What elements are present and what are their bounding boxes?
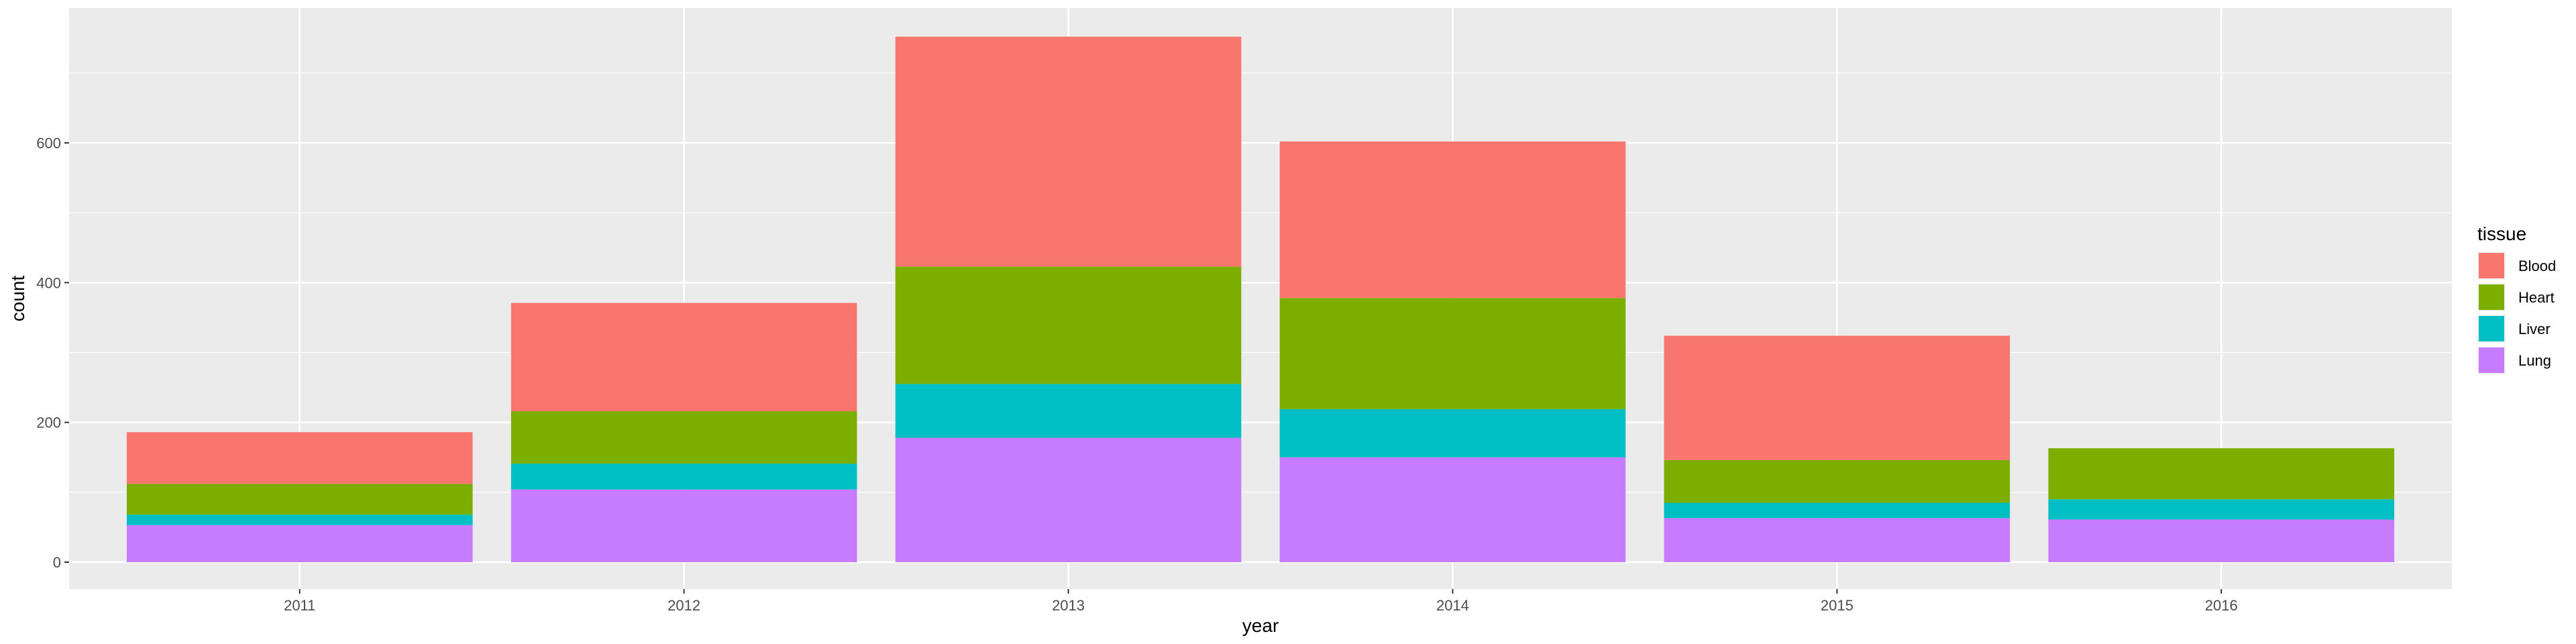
bar-segment-blood-2015 xyxy=(1664,335,2010,460)
bar-segment-liver-2012 xyxy=(511,464,857,490)
y-axis-title: count xyxy=(7,276,28,322)
bar-segment-liver-2016 xyxy=(2048,499,2395,520)
bar-segment-lung-2015 xyxy=(1664,518,2010,562)
bar-segment-lung-2012 xyxy=(511,489,857,562)
bar-segment-liver-2014 xyxy=(1279,409,1626,458)
bar-segment-lung-2011 xyxy=(126,525,473,562)
bar-segment-heart-2016 xyxy=(2048,448,2395,500)
bar-segment-lung-2013 xyxy=(895,437,1242,562)
bar-segment-liver-2011 xyxy=(126,515,473,525)
legend-label-blood: Blood xyxy=(2518,258,2556,274)
x-tick-label: 2012 xyxy=(667,597,700,614)
x-tick-label: 2014 xyxy=(1436,597,1469,614)
bar-segment-heart-2012 xyxy=(511,411,857,464)
legend-swatch-liver xyxy=(2479,316,2504,341)
y-tick-label: 200 xyxy=(36,415,61,431)
y-tick-label: 400 xyxy=(36,274,61,291)
bar-segment-liver-2013 xyxy=(895,384,1242,438)
legend-swatch-blood xyxy=(2479,253,2504,278)
bar-segment-blood-2012 xyxy=(511,303,857,411)
legend-swatch-heart xyxy=(2479,284,2504,310)
x-axis-title: year xyxy=(1242,615,1279,636)
legend: tissue Blood Heart Liver Lung xyxy=(2477,223,2556,374)
bar-segment-blood-2011 xyxy=(126,432,473,484)
bar-segment-lung-2016 xyxy=(2048,519,2395,562)
axes: 0 200 400 600 2011 2012 2013 2014 2015 2016 xyxy=(36,135,2237,614)
x-tick-label: 2016 xyxy=(2205,597,2238,614)
bar-segment-heart-2015 xyxy=(1664,460,2010,503)
bar-segment-heart-2011 xyxy=(126,484,473,515)
bars xyxy=(126,36,2395,562)
x-tick-label: 2015 xyxy=(1821,597,1854,614)
bar-segment-blood-2014 xyxy=(1279,141,1626,299)
legend-label-liver: Liver xyxy=(2518,321,2551,337)
bar-segment-heart-2014 xyxy=(1279,298,1626,409)
y-tick-label: 0 xyxy=(53,554,61,571)
x-tick-label: 2011 xyxy=(284,597,315,614)
legend-title: tissue xyxy=(2477,223,2526,244)
bar-segment-lung-2014 xyxy=(1279,457,1626,562)
legend-swatch-lung xyxy=(2479,347,2504,373)
bar-segment-blood-2013 xyxy=(895,36,1242,267)
bar-segment-heart-2013 xyxy=(895,266,1242,384)
legend-label-lung: Lung xyxy=(2518,352,2551,369)
x-tick-label: 2013 xyxy=(1052,597,1085,614)
bar-segment-liver-2015 xyxy=(1664,502,2010,519)
y-tick-label: 600 xyxy=(36,135,61,152)
legend-label-heart: Heart xyxy=(2518,289,2555,306)
